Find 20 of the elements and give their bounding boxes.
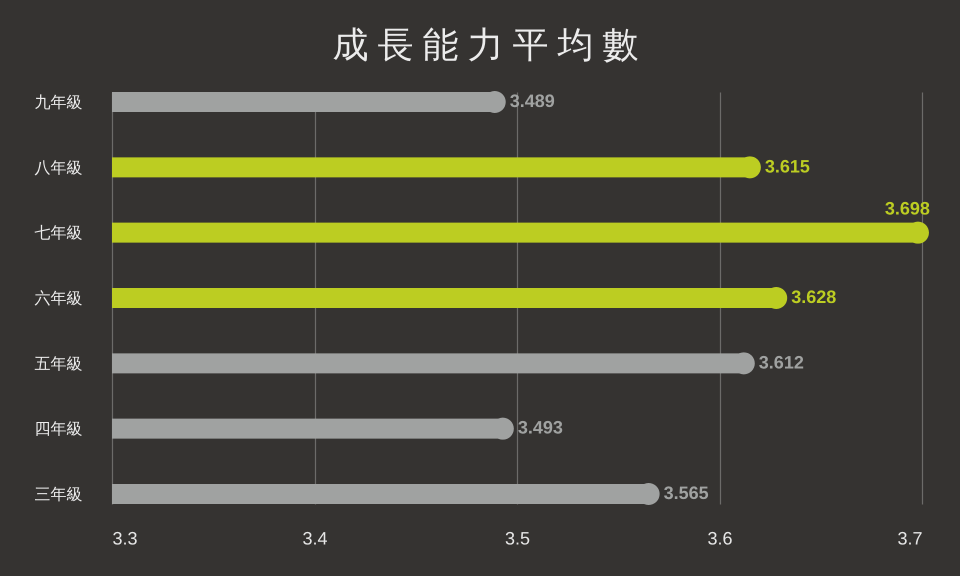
y-tick-label: 九年級	[34, 93, 82, 112]
y-tick-label: 五年級	[34, 356, 82, 373]
y-tick-label: 四年級	[34, 421, 82, 438]
y-tick-label: 七年級	[34, 224, 82, 242]
data-label: 3.615	[764, 156, 810, 176]
x-tick-label: 3.4	[302, 528, 328, 548]
chart-title: 成長能力平均數	[332, 24, 648, 65]
data-label: 3.698	[884, 198, 930, 219]
data-label: 3.565	[664, 483, 709, 504]
data-label: 3.493	[518, 418, 563, 438]
y-tick-label: 八年級	[34, 160, 82, 177]
data-label: 3.628	[791, 287, 836, 307]
x-tick-label: 3.7	[897, 528, 922, 548]
y-tick-label: 三年級	[34, 486, 82, 504]
data-label: 3.489	[510, 90, 555, 111]
x-tick-label: 3.3	[112, 528, 138, 548]
data-label: 3.612	[758, 352, 804, 372]
x-tick-label: 3.5	[504, 528, 530, 548]
y-tick-label: 六年級	[34, 290, 82, 308]
x-tick-label: 3.6	[707, 528, 733, 548]
